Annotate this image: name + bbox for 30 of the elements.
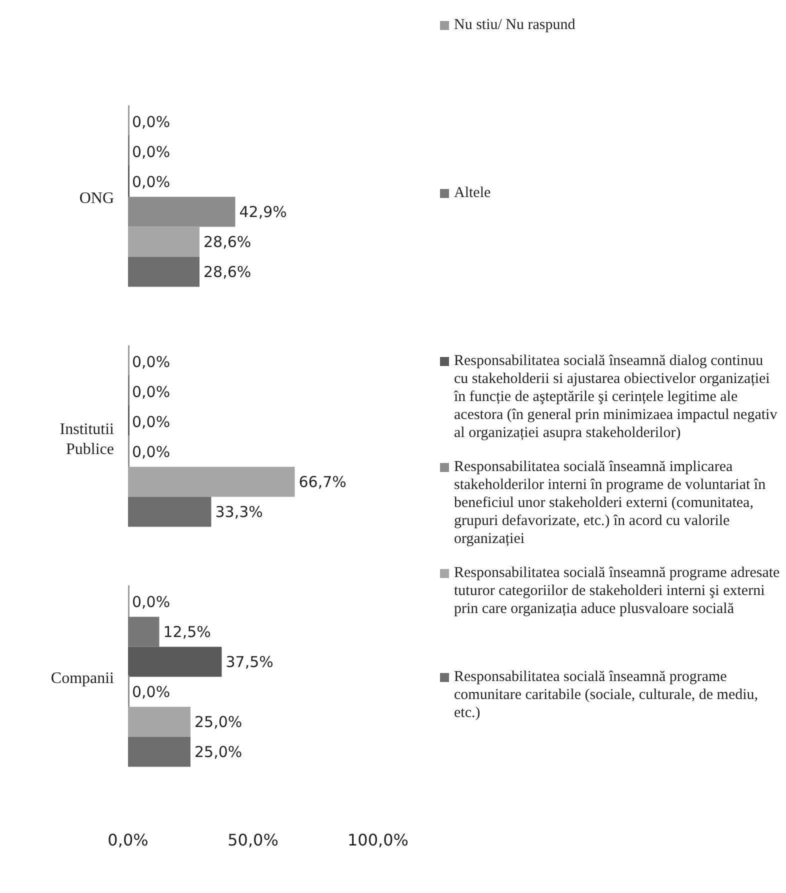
legend-label: Nu stiu/ Nu raspund — [454, 16, 576, 34]
data-label: 37,5% — [226, 652, 274, 671]
legend-label: Responsabilitatea socială înseamnă dialog continuu cu stakeholderii si ajustarea obiectivelor organizației în funcție de aşteptările şi cerințele legitime ale acestora (în general prin minimizaea impactul negativ al organizației asupra stakeholderilor) — [454, 352, 778, 442]
data-label: 0,0% — [132, 682, 170, 701]
data-label: 0,0% — [132, 592, 170, 611]
data-label: 28,6% — [204, 262, 252, 281]
data-label: 66,7% — [298, 472, 346, 491]
data-label: 0,0% — [132, 112, 170, 131]
legend-label: Altele — [454, 184, 491, 202]
data-label: 25,0% — [194, 712, 242, 731]
y-tick-label: Companii — [50, 670, 115, 687]
data-label: 0,0% — [132, 442, 170, 461]
y-tick-label: Institutii Publice — [60, 421, 115, 458]
data-label: 12,5% — [163, 622, 211, 641]
x-tick-label: 100,0% — [347, 830, 409, 850]
data-label: 28,6% — [204, 232, 252, 251]
data-label: 0,0% — [132, 172, 170, 191]
x-tick-label: 50,0% — [228, 830, 278, 850]
y-tick-label: ONG — [79, 190, 114, 207]
legend-label: Responsabilitatea socială înseamnă programe adresate tuturor categoriilor de stakeholderi interni şi externi prin care organizația aduce plusvaloare socială — [454, 564, 780, 618]
data-label: 25,0% — [194, 742, 242, 761]
data-label: 0,0% — [132, 352, 170, 371]
data-label: 42,9% — [239, 202, 287, 221]
data-label: 0,0% — [132, 412, 170, 431]
data-label: 0,0% — [132, 142, 170, 161]
legend-label: Responsabilitatea socială înseamnă implicarea stakeholderilor interni în programe de voluntariat în beneficiul unor stakeholderi externi (comunitatea, grupuri defavorizate, etc.) în acord cu valorile organizației — [454, 458, 767, 548]
legend-label: Responsabilitatea socială înseamnă programe comunitare caritabile (sociale, culturale, de mediu, etc.) — [454, 668, 760, 722]
data-label: 33,3% — [215, 502, 263, 521]
x-tick-label: 0,0% — [108, 830, 148, 850]
data-label: 0,0% — [132, 382, 170, 401]
